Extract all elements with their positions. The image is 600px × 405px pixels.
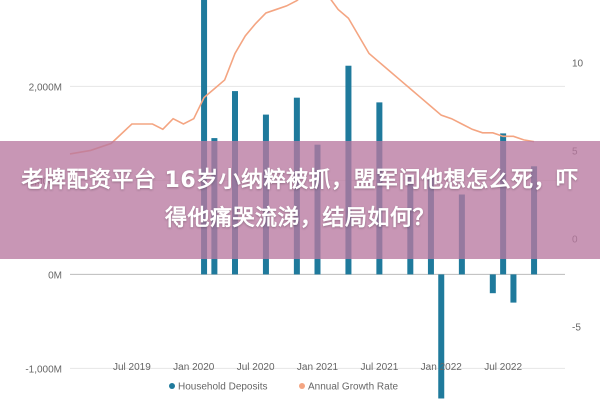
line-series-annual-growth-rate — [69, 0, 535, 155]
x-axis-tick-label: Jul 2020 — [237, 362, 275, 373]
legend-label: Annual Growth Rate — [308, 382, 398, 393]
left-axis-tick-label: 0M — [48, 270, 62, 281]
bar — [438, 274, 445, 399]
overlay-title: 老牌配资平台 16岁小纳粹被抓，盟军问他想怎么死，吓得他痛哭流涕，结局如何？ — [21, 168, 579, 231]
x-axis-tick-label: Jan 2022 — [421, 362, 463, 373]
x-axis-tick-label: Jul 2022 — [484, 362, 522, 373]
right-axis-tick-label: -5 — [572, 323, 581, 334]
x-axis-tick-label: Jul 2021 — [360, 362, 398, 373]
bar — [510, 274, 517, 303]
x-axis-tick-label: Jan 2020 — [173, 362, 215, 373]
legend-marker-household-deposits — [169, 383, 175, 389]
legend-marker-annual-growth-rate — [299, 383, 305, 389]
x-axis-tick-label: Jul 2019 — [113, 362, 151, 373]
legend-label: Household Deposits — [178, 382, 268, 393]
left-axis-tick-label: 2,000M — [29, 82, 62, 93]
legend: Household Deposits Annual Growth Rate — [169, 382, 398, 393]
right-axis-tick-label: 10 — [572, 58, 584, 69]
x-axis-tick-label: Jan 2021 — [297, 362, 339, 373]
growth-line — [69, 0, 535, 155]
bar — [201, 0, 208, 275]
title-overlay-band: 老牌配资平台 16岁小纳粹被抓，盟军问他想怎么死，吓得他痛哭流涕，结局如何？ — [0, 141, 600, 259]
x-axis-labels: Jul 2019 Jan 2020 Jul 2020 Jan 2021 Jul 2021… — [113, 362, 522, 373]
bar — [489, 274, 496, 294]
left-axis-tick-label: -1,000M — [25, 364, 62, 375]
